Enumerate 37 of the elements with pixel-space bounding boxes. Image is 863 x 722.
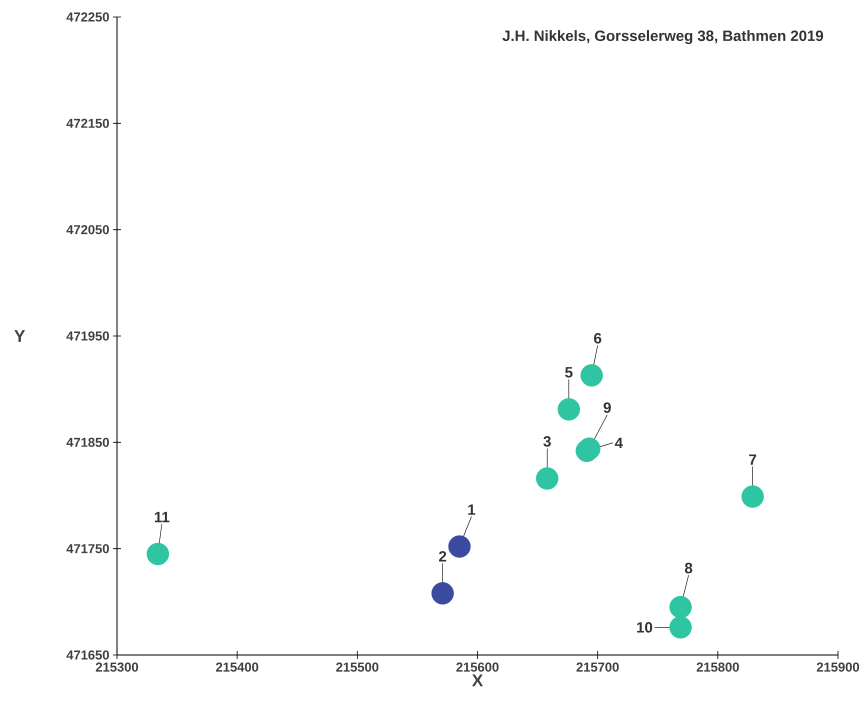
annotation: 11 — [154, 512, 170, 522]
text: J.H. Nikkels, Gorsselerweg 38, Bathmen 2019 — [502, 30, 824, 44]
point — [580, 364, 603, 387]
y-tick-label: 472050 — [66, 225, 109, 234]
y-axis-title: Y — [14, 330, 26, 342]
y-tick-label: 471850 — [66, 438, 109, 447]
annotation: 9 — [604, 402, 611, 413]
x-axis-title: X — [472, 674, 483, 686]
annotation: 6 — [594, 332, 602, 344]
annotation: 2 — [439, 551, 446, 562]
annotation: 4 — [614, 438, 623, 448]
annotation: 5 — [565, 367, 573, 378]
point — [558, 398, 580, 421]
annotation: 3 — [543, 436, 551, 447]
x-tick-label: 215600 — [456, 662, 499, 672]
y-tick-label: 471750 — [66, 544, 109, 554]
point — [669, 596, 692, 618]
point — [669, 616, 692, 639]
point — [146, 542, 170, 566]
annotation: 10 — [637, 622, 652, 633]
point — [741, 485, 764, 508]
annotation: 8 — [684, 562, 692, 574]
x-tick-label: 215300 — [96, 662, 138, 672]
x-tick-label: 215800 — [696, 662, 739, 672]
y-tick-label: 472150 — [66, 118, 109, 128]
y-tick-label: 471650 — [66, 650, 109, 660]
annotation: 7 — [749, 454, 756, 465]
x-tick-label: 215400 — [216, 662, 258, 672]
x-tick-label: 215500 — [336, 662, 378, 672]
annotation: 1 — [468, 504, 476, 515]
point — [536, 467, 558, 490]
x-tick-label: 215900 — [816, 662, 860, 672]
y-tick-label: 471950 — [66, 331, 109, 341]
x-tick-label: 215700 — [576, 662, 619, 672]
y-tick-label: 472250 — [66, 12, 109, 22]
point — [431, 582, 454, 605]
point — [448, 535, 471, 558]
